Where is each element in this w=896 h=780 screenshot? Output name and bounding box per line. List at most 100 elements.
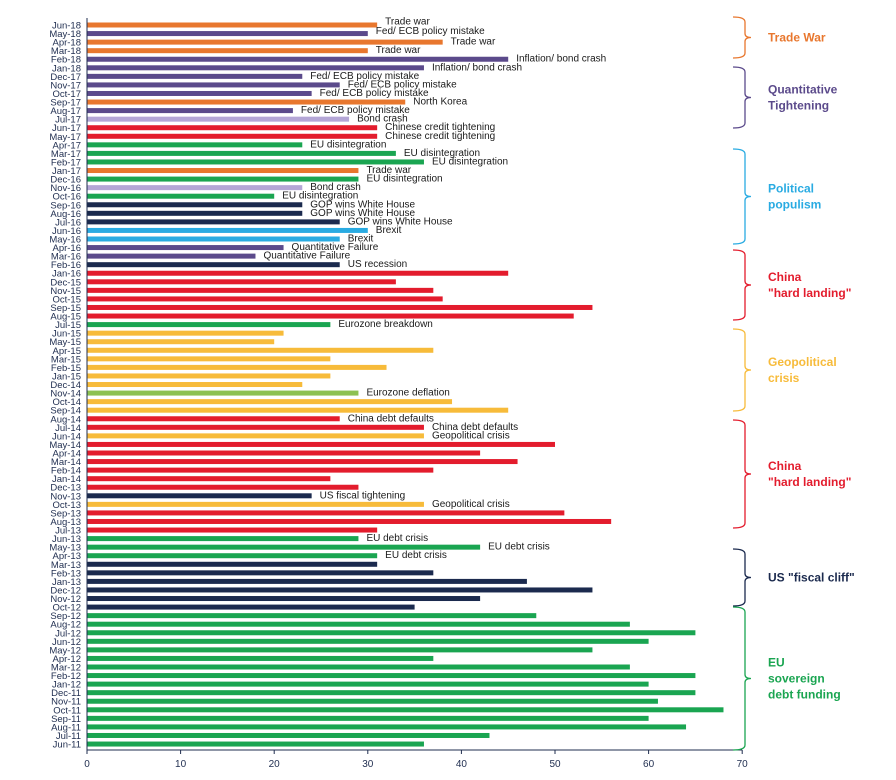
bar-mar-15 — [87, 356, 331, 362]
bar-sep-16 — [87, 202, 303, 208]
bar-annotation: EU disintegration — [404, 148, 480, 159]
bar-jan-18 — [87, 65, 424, 71]
bar-dec-15 — [87, 279, 396, 285]
bar-may-18 — [87, 31, 368, 37]
group-label: US "fiscal cliff" — [768, 571, 855, 585]
bar-oct-15 — [87, 296, 443, 302]
bar-dec-14 — [87, 382, 303, 388]
y-tick-label: Aug-11 — [51, 722, 81, 733]
bar-annotation: GOP wins White House — [310, 199, 415, 210]
bar-jun-18 — [87, 22, 378, 28]
y-tick-label: Apr-15 — [52, 346, 81, 357]
bar-aug-15 — [87, 313, 574, 319]
group-label: populism — [768, 198, 821, 212]
y-tick-label: May-17 — [49, 132, 81, 143]
bar-may-12 — [87, 647, 593, 653]
bar-annotation: Fed/ ECB policy mistake — [376, 26, 485, 37]
y-tick-label: Feb-15 — [51, 363, 81, 374]
bar-oct-12 — [87, 604, 415, 610]
bar-mar-12 — [87, 664, 630, 670]
bar-apr-17 — [87, 142, 303, 148]
bar-jan-16 — [87, 270, 509, 276]
bar-feb-14 — [87, 467, 434, 473]
bar-annotation: Inflation/ bond crash — [516, 54, 606, 65]
bar-annotation: Eurozone deflation — [366, 388, 449, 399]
y-tick-label: Apr-13 — [52, 551, 81, 562]
bar-annotation: US recession — [348, 259, 407, 270]
y-tick-label: Oct-13 — [52, 500, 81, 511]
bar-jan-12 — [87, 681, 649, 687]
x-tick-label: 20 — [269, 759, 281, 770]
bar-annotation: Chinese credit tightening — [385, 131, 495, 142]
y-tick-label: Feb-13 — [51, 568, 81, 579]
bar-annotation: Bond crash — [357, 114, 408, 125]
bar-feb-15 — [87, 364, 387, 370]
y-tick-label: Jun-17 — [52, 123, 81, 134]
y-tick-label: Jul-11 — [56, 731, 81, 742]
y-tick-label: Mar-18 — [51, 46, 81, 57]
y-tick-label: Jun-16 — [52, 226, 81, 237]
bar-annotation: Brexit — [376, 225, 402, 236]
bar-jul-16 — [87, 219, 340, 225]
y-tick-label: Apr-16 — [52, 243, 81, 254]
bar-sep-17 — [87, 99, 406, 105]
group-bracket — [732, 66, 752, 129]
y-tick-label: Feb-12 — [51, 671, 81, 682]
bar-dec-11 — [87, 690, 696, 696]
y-tick-label: Jun-15 — [52, 329, 81, 340]
y-tick-label: Jan-15 — [52, 371, 81, 382]
bar-annotation: Fed/ ECB policy mistake — [348, 79, 457, 90]
bar-annotation: Trade war — [376, 45, 421, 56]
y-tick-label: Apr-12 — [52, 654, 81, 665]
bar-annotation: Brexit — [348, 234, 374, 245]
bar-annotation: North Korea — [413, 97, 467, 108]
bar-oct-17 — [87, 90, 312, 96]
bar-jun-11 — [87, 741, 424, 747]
group-label: "hard landing" — [768, 475, 851, 489]
bar-mar-17 — [87, 150, 396, 156]
y-tick-label: Aug-14 — [50, 414, 81, 425]
y-tick-label: Mar-15 — [51, 354, 81, 365]
y-tick-label: Jun-11 — [53, 740, 81, 751]
bar-annotation: Trade war — [451, 37, 496, 48]
bar-sep-14 — [87, 407, 509, 413]
y-tick-label: Apr-17 — [52, 140, 81, 151]
bar-sep-11 — [87, 715, 649, 721]
bar-apr-16 — [87, 245, 284, 251]
y-tick-label: May-13 — [49, 543, 81, 554]
bar-jun-12 — [87, 638, 649, 644]
y-tick-label: Apr-14 — [52, 449, 81, 460]
y-tick-label: Oct-17 — [52, 89, 81, 100]
group-label: China — [768, 459, 802, 473]
bar-mar-16 — [87, 253, 256, 259]
group-label: "hard landing" — [768, 286, 851, 300]
group-bracket — [732, 548, 752, 607]
bar-annotation: EU disintegration — [310, 139, 386, 150]
bar-annotation: EU debt crisis — [385, 550, 447, 561]
y-tick-label: May-12 — [49, 645, 81, 656]
bar-oct-11 — [87, 707, 724, 713]
group-bracket — [732, 606, 752, 751]
bar-annotation: EU disintegration — [282, 191, 358, 202]
y-tick-label: Jul-16 — [55, 217, 81, 228]
bar-nov-16 — [87, 185, 303, 191]
bar-aug-14 — [87, 416, 340, 422]
y-tick-label: May-14 — [49, 440, 81, 451]
y-tick-label: Mar-17 — [51, 149, 81, 160]
bar-annotation: Trade war — [366, 165, 411, 176]
y-tick-label: Jun-12 — [52, 637, 81, 648]
bar-annotation: Quantitative Failure — [292, 242, 379, 253]
bar-nov-14 — [87, 390, 359, 396]
y-tick-label: Sep-16 — [50, 200, 81, 211]
y-tick-label: Jul-17 — [55, 115, 81, 126]
bar-annotation: Inflation/ bond crash — [432, 62, 522, 73]
y-tick-label: Aug-13 — [50, 517, 81, 528]
bar-annotation: Fed/ ECB policy mistake — [301, 105, 410, 116]
bar-apr-13 — [87, 553, 378, 559]
bar-feb-13 — [87, 570, 434, 576]
bar-jun-15 — [87, 330, 284, 336]
group-bracket — [732, 16, 752, 59]
y-tick-label: Mar-16 — [51, 252, 81, 263]
bar-mar-18 — [87, 48, 368, 54]
